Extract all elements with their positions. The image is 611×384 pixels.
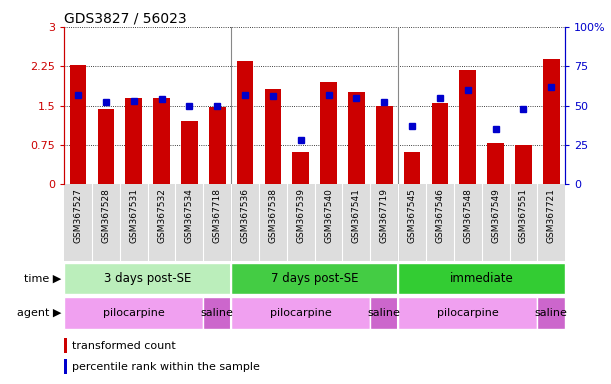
Text: GSM367527: GSM367527 <box>73 188 82 243</box>
Bar <box>398 263 565 294</box>
Bar <box>459 70 476 184</box>
Bar <box>70 65 86 184</box>
Text: agent ▶: agent ▶ <box>16 308 61 318</box>
Text: immediate: immediate <box>450 272 514 285</box>
Bar <box>209 107 225 184</box>
Text: GSM367534: GSM367534 <box>185 188 194 243</box>
Bar <box>64 359 67 374</box>
Text: 3 days post-SE: 3 days post-SE <box>104 272 191 285</box>
Text: GSM367548: GSM367548 <box>463 188 472 243</box>
Text: transformed count: transformed count <box>71 341 175 351</box>
Text: saline: saline <box>535 308 568 318</box>
Bar <box>370 297 398 328</box>
Text: GSM367719: GSM367719 <box>380 188 389 243</box>
Text: GSM367541: GSM367541 <box>352 188 361 243</box>
Bar <box>203 297 231 328</box>
Text: GSM367531: GSM367531 <box>130 188 138 243</box>
Text: GSM367539: GSM367539 <box>296 188 306 243</box>
Bar <box>231 263 398 294</box>
Text: 7 days post-SE: 7 days post-SE <box>271 272 359 285</box>
Text: GSM367718: GSM367718 <box>213 188 222 243</box>
Bar <box>398 297 537 328</box>
Text: GDS3827 / 56023: GDS3827 / 56023 <box>64 12 187 26</box>
Bar <box>64 338 67 353</box>
Bar <box>537 297 565 328</box>
Text: GSM367528: GSM367528 <box>101 188 111 243</box>
Text: GSM367540: GSM367540 <box>324 188 333 243</box>
Text: GSM367545: GSM367545 <box>408 188 417 243</box>
Bar <box>236 61 254 184</box>
Bar <box>404 152 420 184</box>
Text: GSM367536: GSM367536 <box>241 188 249 243</box>
Text: pilocarpine: pilocarpine <box>437 308 499 318</box>
Bar <box>153 98 170 184</box>
Bar <box>515 145 532 184</box>
Bar <box>64 297 203 328</box>
Text: GSM367551: GSM367551 <box>519 188 528 243</box>
Text: saline: saline <box>368 308 401 318</box>
Bar <box>181 121 198 184</box>
Text: GSM367721: GSM367721 <box>547 188 556 243</box>
Bar <box>98 109 114 184</box>
Bar <box>376 106 393 184</box>
Text: GSM367546: GSM367546 <box>436 188 444 243</box>
Text: pilocarpine: pilocarpine <box>103 308 164 318</box>
Bar <box>231 297 370 328</box>
Bar <box>320 82 337 184</box>
Text: GSM367538: GSM367538 <box>268 188 277 243</box>
Bar <box>265 89 281 184</box>
Text: GSM367549: GSM367549 <box>491 188 500 243</box>
Bar <box>293 152 309 184</box>
Bar <box>487 143 504 184</box>
Bar <box>543 60 560 184</box>
Bar <box>348 93 365 184</box>
Text: saline: saline <box>201 308 233 318</box>
Bar <box>125 98 142 184</box>
Text: time ▶: time ▶ <box>24 273 61 283</box>
Text: GSM367532: GSM367532 <box>157 188 166 243</box>
Text: pilocarpine: pilocarpine <box>270 308 332 318</box>
Bar <box>431 103 448 184</box>
Text: percentile rank within the sample: percentile rank within the sample <box>71 362 260 372</box>
Bar <box>64 263 231 294</box>
